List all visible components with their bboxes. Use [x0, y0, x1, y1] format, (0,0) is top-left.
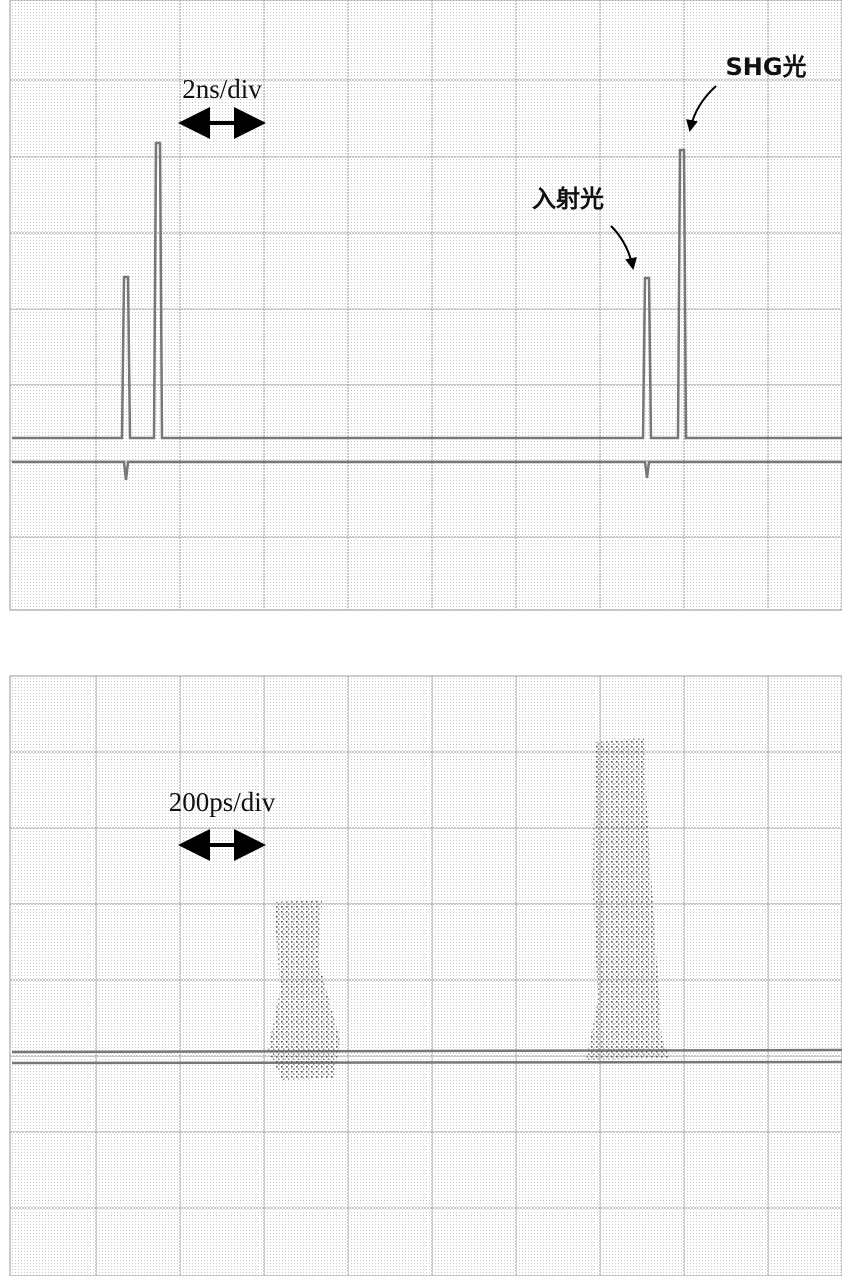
shg-label: SHG光	[725, 53, 806, 81]
page: {"top_panel": {"scale_label": "2ns/div",…	[0, 0, 842, 1276]
bottom-panel: 200ps/div	[10, 676, 842, 1276]
scale-label: 200ps/div	[169, 787, 276, 817]
screen	[10, 0, 842, 610]
screen	[10, 676, 842, 1276]
top-panel: 2ns/div SHG光 入射光	[10, 0, 842, 610]
scale-label: 2ns/div	[182, 74, 262, 104]
reference-trace	[12, 1062, 842, 1063]
incident-label: 入射光	[532, 185, 604, 213]
figure: 2ns/div SHG光 入射光 200ps/div	[0, 0, 842, 1276]
